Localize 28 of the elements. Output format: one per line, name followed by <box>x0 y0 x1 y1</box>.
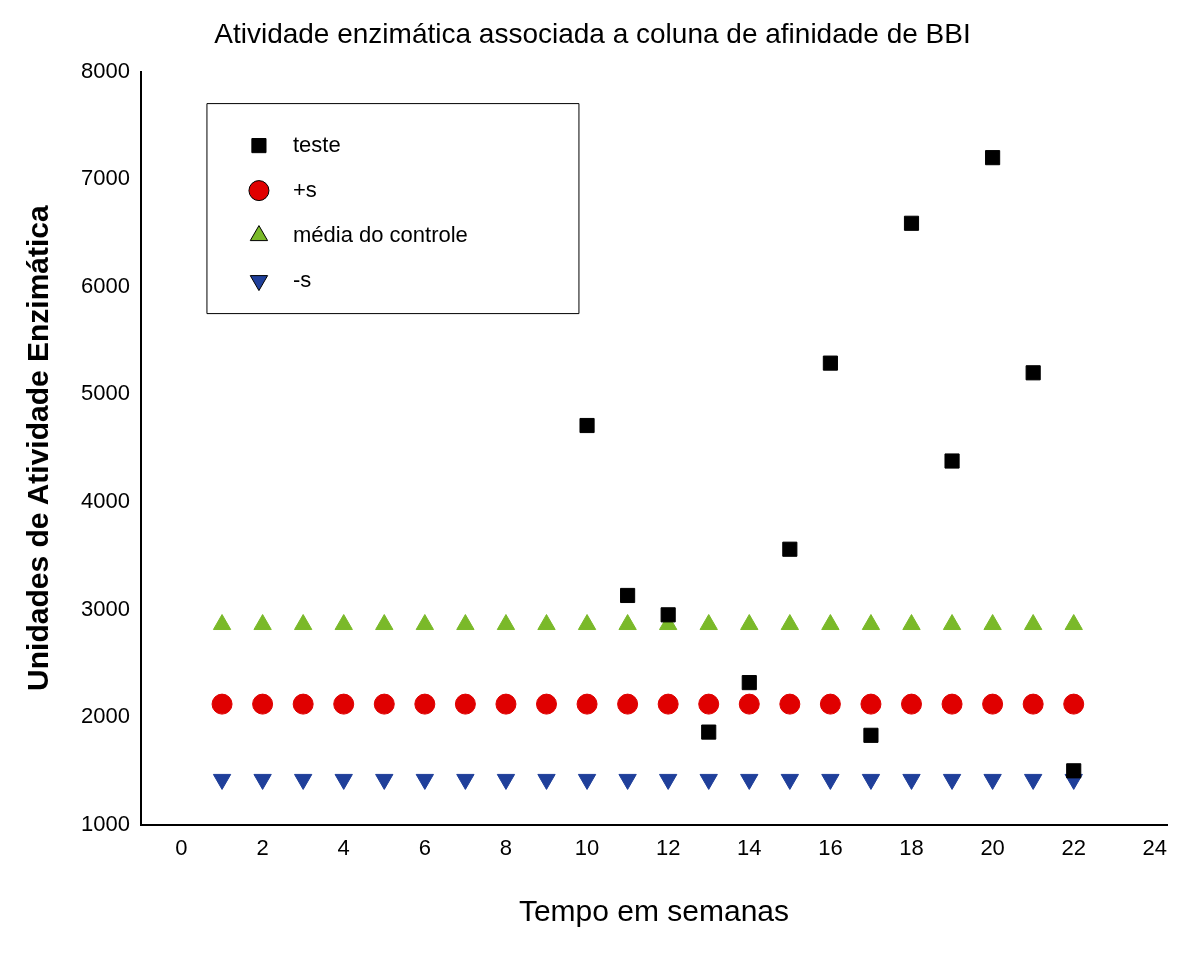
x-tick-label: 6 <box>418 834 431 860</box>
y-axis-title: Unidades de Atividade Enzimática <box>21 204 55 691</box>
x-tick-label: 22 <box>1061 834 1086 860</box>
y-tick-label: 3000 <box>80 595 130 621</box>
legend-label: +s <box>292 176 317 202</box>
x-tick-label: 0 <box>175 834 188 860</box>
x-tick-label: 18 <box>899 834 924 860</box>
y-tick-label: 8000 <box>80 57 130 83</box>
x-tick-label: 20 <box>980 834 1005 860</box>
y-tick-label: 2000 <box>80 703 130 729</box>
x-tick-label: 10 <box>574 834 600 860</box>
x-tick-label: 16 <box>818 834 843 860</box>
y-tick-label: 5000 <box>80 380 130 406</box>
x-tick-label: 8 <box>499 834 513 860</box>
x-tick-label: 4 <box>337 834 350 860</box>
x-axis-title: Tempo em semanas <box>518 894 790 928</box>
y-tick-label: 4000 <box>80 487 130 513</box>
x-tick-label: 2 <box>256 834 269 860</box>
x-tick-label: 24 <box>1142 834 1168 860</box>
y-tick-label: 7000 <box>80 165 130 191</box>
y-tick-label: 6000 <box>80 272 130 298</box>
y-tick-label: 1000 <box>80 810 130 836</box>
x-tick-label: 14 <box>737 834 762 860</box>
chart-title: Atividade enzimática associada a coluna de afinidade de BBI <box>214 17 971 49</box>
legend-label: média do controle <box>292 221 468 247</box>
x-tick-label: 12 <box>655 834 681 860</box>
legend-label: -s <box>292 266 312 292</box>
legend-label: teste <box>292 131 341 157</box>
